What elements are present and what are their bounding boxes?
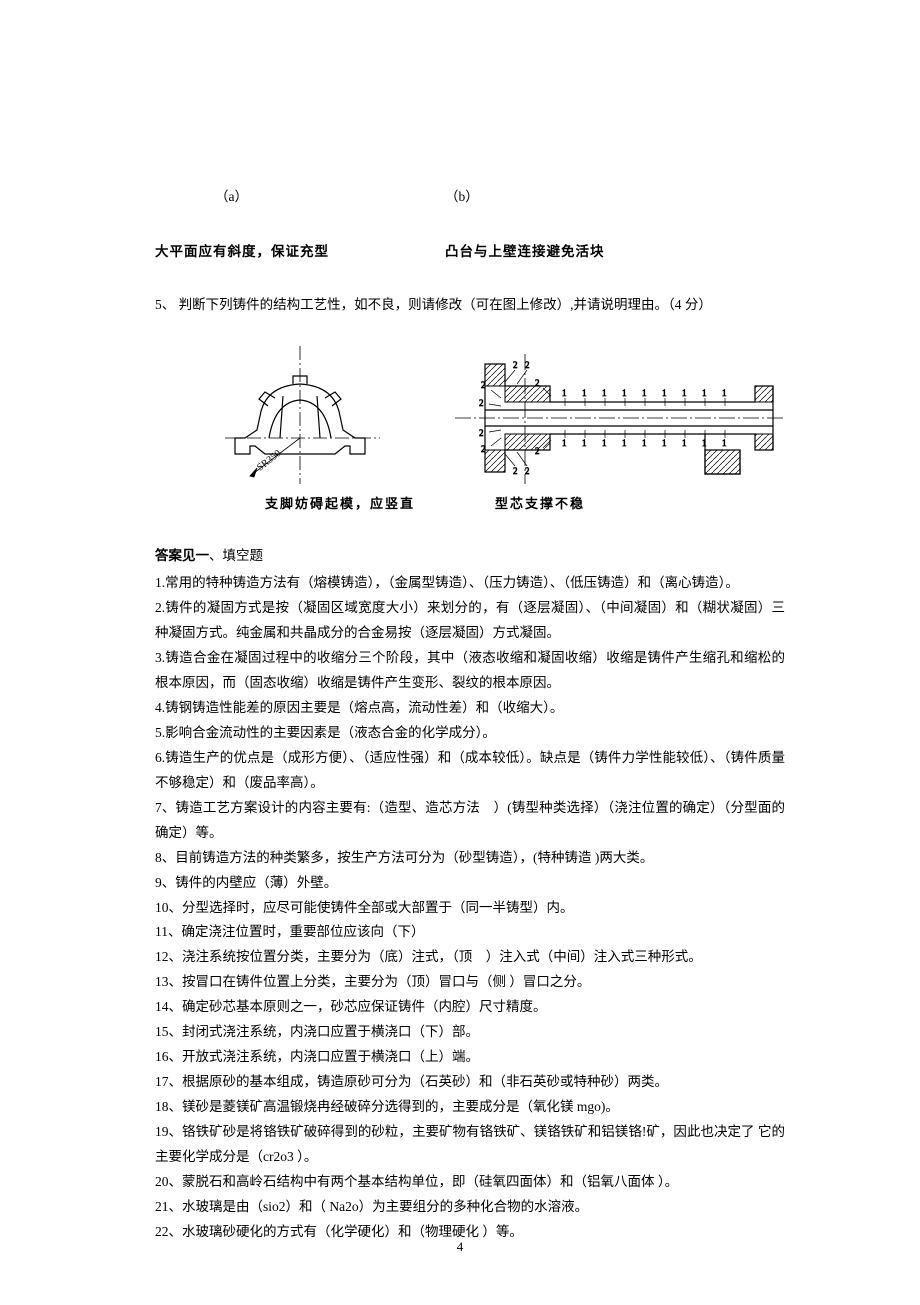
answer-item: 7、铸造工艺方案设计的内容主要有:（造型、造芯方法 ）(铸型种类选择）（浇注位置… [155, 796, 785, 846]
svg-text:1: 1 [602, 438, 607, 448]
figure-row: SR350 [155, 336, 785, 486]
page-number: 4 [0, 1239, 920, 1255]
answer-item: 5.影响合金流动性的主要因素是（液态合金的化学成分）。 [155, 721, 785, 746]
answer-item: 21、水玻璃是由（sio2）和（ Na2o）为主要组分的多种化合物的水溶液。 [155, 1195, 785, 1220]
svg-text:1: 1 [662, 438, 667, 448]
svg-text:2: 2 [513, 360, 518, 370]
svg-text:2: 2 [479, 398, 484, 408]
answer-item: 14、确定砂芯基本原则之一，砂芯应保证铸件（内腔）尺寸精度。 [155, 995, 785, 1020]
answer-item: 16、开放式浇注系统，内浇口应置于横浇口（上）端。 [155, 1045, 785, 1070]
svg-text:1: 1 [562, 438, 567, 448]
bracket-diagram: SR350 [205, 346, 395, 486]
answers-heading-bold: 答案见一 [155, 548, 209, 563]
answers-list: 1.常用的特种铸造方法有（熔模铸造），（金属型铸造）、（压力铸造）、（低压铸造）… [155, 571, 785, 1245]
answer-item: 6.铸造生产的优点是（成形方便）、（适应性强）和（成本较低）。缺点是（铸件力学性… [155, 746, 785, 796]
svg-text:1: 1 [582, 388, 587, 398]
answer-item: 10、分型选择时，应尽可能使铸件全部或大部置于（同一半铸型）内。 [155, 896, 785, 921]
svg-text:1: 1 [702, 388, 707, 398]
svg-text:2: 2 [479, 428, 484, 438]
svg-text:2: 2 [535, 446, 540, 456]
svg-text:1: 1 [682, 388, 687, 398]
ab-labels-row: （a） （b） [155, 185, 785, 210]
svg-text:1: 1 [622, 438, 627, 448]
answer-item: 15、封闭式浇注系统，内浇口应置于横浇口（下）部。 [155, 1020, 785, 1045]
label-a: （a） [155, 185, 445, 210]
svg-text:1: 1 [582, 438, 587, 448]
core-diagram: 2 2 2 2 2 2 2 2 2 2 1 [455, 346, 785, 486]
svg-text:1: 1 [602, 388, 607, 398]
svg-text:1: 1 [642, 438, 647, 448]
answer-item: 20、蒙脱石和高岭石结构中有两个基本结构单位，即（硅氧四面体）和（铝氧八面体 ）… [155, 1170, 785, 1195]
svg-text:2: 2 [513, 466, 518, 476]
answer-item: 9、铸件的内壁应（薄）外壁。 [155, 871, 785, 896]
svg-text:2: 2 [525, 466, 530, 476]
svg-text:1: 1 [622, 388, 627, 398]
answer-item: 17、根据原砂的基本组成，铸造原砂可分为（石英砂）和（非石英砂或特种砂）两类。 [155, 1070, 785, 1095]
caption-a: 大平面应有斜度，保证充型 [155, 240, 445, 265]
answer-item: 4.铸钢铸造性能差的原因主要是（熔点高，流动性差）和（收缩大）。 [155, 696, 785, 721]
svg-text:1: 1 [722, 388, 727, 398]
figure-caption-b: 型芯支撑不稳 [495, 492, 585, 516]
svg-text:2: 2 [525, 360, 530, 370]
svg-text:1: 1 [562, 388, 567, 398]
svg-text:1: 1 [662, 388, 667, 398]
answers-heading-rest: 、填空题 [209, 548, 263, 563]
label-b: （b） [445, 185, 479, 210]
svg-text:2: 2 [535, 378, 540, 388]
content-area: （a） （b） 大平面应有斜度，保证充型 凸台与上壁连接避免活块 5、 判断下列… [0, 0, 920, 1305]
svg-text:1: 1 [702, 438, 707, 448]
figure-left: SR350 [155, 346, 445, 486]
answer-item: 18、镁砂是菱镁矿高温锻烧冉经破碎分选得到的，主要成分是（氧化镁 mgo)。 [155, 1095, 785, 1120]
caption-b: 凸台与上壁连接避免活块 [445, 240, 605, 265]
answer-item: 2.铸件的凝固方式是按（凝固区域宽度大小）来划分的，有（逐层凝固）、（中间凝固）… [155, 596, 785, 646]
answer-item: 13、按冒口在铸件位置上分类，主要分为（顶）冒口与（侧 ）冒口之分。 [155, 970, 785, 995]
answer-item: 8、目前铸造方法的种类繁多，按生产方法可分为（砂型铸造），(特种铸造 )两大类。 [155, 846, 785, 871]
answers-heading: 答案见一、填空题 [155, 544, 785, 569]
answer-item: 19、铬铁矿砂是将铬铁矿破碎得到的砂粒，主要矿物有铬铁矿、镁铬铁矿和铝镁铬!矿，… [155, 1120, 785, 1170]
answer-item: 11、确定浇注位置时，重要部位应该向（下） [155, 920, 785, 945]
caption-row: 大平面应有斜度，保证充型 凸台与上壁连接避免活块 [155, 240, 785, 265]
figure-caption-a: 支脚妨碍起模，应竖直 [155, 492, 495, 516]
answer-item: 1.常用的特种铸造方法有（熔模铸造），（金属型铸造）、（压力铸造）、（低压铸造）… [155, 571, 785, 596]
figure-right: 2 2 2 2 2 2 2 2 2 2 1 [445, 346, 785, 486]
sr-label: SR350 [255, 448, 283, 473]
svg-text:2: 2 [481, 380, 486, 390]
svg-text:1: 1 [642, 388, 647, 398]
answer-item: 3.铸造合金在凝固过程中的收缩分三个阶段，其中（液态收缩和凝固收缩）收缩是铸件产… [155, 646, 785, 696]
answer-item: 12、浇注系统按位置分类，主要分为（底）注式，（顶 ）注入式（中间）注入式三种形… [155, 945, 785, 970]
figure-caption-row: 支脚妨碍起模，应竖直 型芯支撑不稳 [155, 492, 785, 516]
question-5: 5、 判断下列铸件的结构工艺性，如不良，则请修改（可在图上修改）,并请说明理由。… [155, 293, 785, 318]
svg-text:1: 1 [682, 438, 687, 448]
svg-text:1: 1 [722, 438, 727, 448]
page: （a） （b） 大平面应有斜度，保证充型 凸台与上壁连接避免活块 5、 判断下列… [0, 0, 920, 1305]
svg-text:2: 2 [481, 444, 486, 454]
